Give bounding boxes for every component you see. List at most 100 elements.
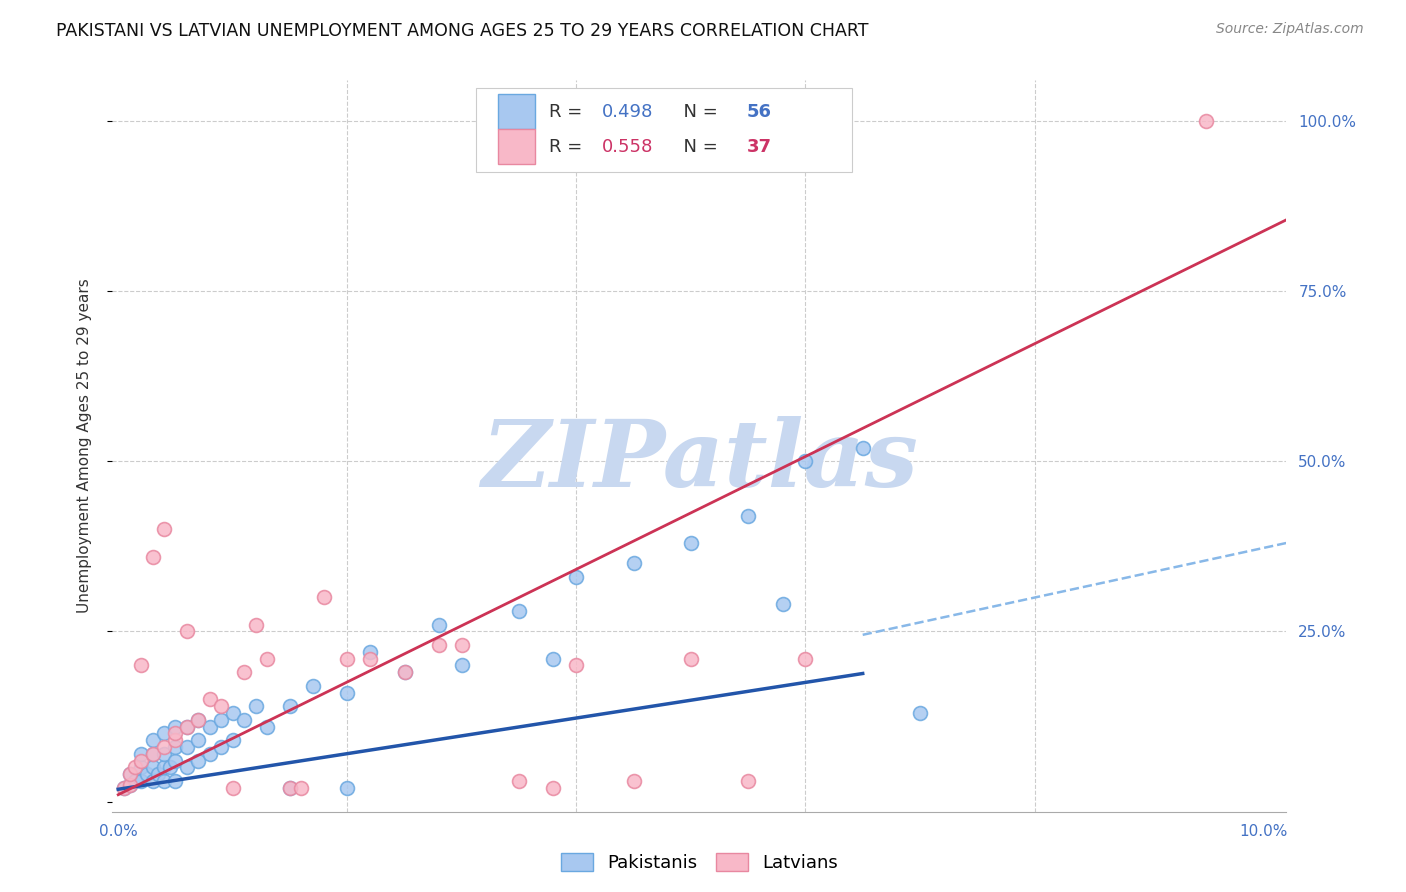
Point xyxy=(153,747,176,761)
Point xyxy=(165,740,187,755)
Point xyxy=(118,767,141,781)
Text: 0.558: 0.558 xyxy=(602,138,654,156)
Point xyxy=(278,780,301,795)
Point xyxy=(336,686,359,700)
Point xyxy=(290,780,312,795)
Point xyxy=(508,604,530,618)
Point xyxy=(209,713,232,727)
Point xyxy=(256,720,278,734)
Point xyxy=(142,774,165,789)
Point xyxy=(314,591,336,605)
Point xyxy=(508,774,530,789)
Point xyxy=(394,665,416,680)
Point xyxy=(233,713,256,727)
Point xyxy=(129,747,152,761)
Point xyxy=(427,617,450,632)
Point xyxy=(165,720,187,734)
FancyBboxPatch shape xyxy=(477,87,852,171)
Point xyxy=(129,658,152,673)
Point xyxy=(198,747,221,761)
Point xyxy=(772,597,794,611)
Point xyxy=(543,651,565,665)
Point xyxy=(176,760,198,774)
Point xyxy=(245,699,267,714)
Point xyxy=(142,733,165,747)
Point xyxy=(209,740,232,755)
Point xyxy=(112,780,135,795)
Point xyxy=(222,733,245,747)
Text: R =: R = xyxy=(550,138,588,156)
Point xyxy=(794,651,817,665)
Point xyxy=(543,780,565,795)
Point xyxy=(278,699,301,714)
Text: PAKISTANI VS LATVIAN UNEMPLOYMENT AMONG AGES 25 TO 29 YEARS CORRELATION CHART: PAKISTANI VS LATVIAN UNEMPLOYMENT AMONG … xyxy=(56,22,869,40)
Text: N =: N = xyxy=(672,138,724,156)
Point xyxy=(233,665,256,680)
Point xyxy=(129,760,152,774)
Point xyxy=(394,665,416,680)
Point xyxy=(623,774,645,789)
Point xyxy=(187,754,209,768)
Point xyxy=(142,747,165,761)
Point xyxy=(118,767,141,781)
Point xyxy=(852,441,875,455)
Point xyxy=(565,570,588,584)
Point xyxy=(124,760,146,774)
Point xyxy=(336,651,359,665)
Point xyxy=(737,508,759,523)
Point xyxy=(165,733,187,747)
Point xyxy=(153,760,176,774)
Point xyxy=(129,754,152,768)
Point xyxy=(176,720,198,734)
Point xyxy=(222,780,245,795)
Point xyxy=(165,754,187,768)
Point xyxy=(153,726,176,740)
Point xyxy=(112,780,135,795)
Text: 56: 56 xyxy=(747,103,772,120)
Point xyxy=(187,733,209,747)
Point xyxy=(187,713,209,727)
Point xyxy=(222,706,245,720)
Point xyxy=(359,645,381,659)
Point xyxy=(118,777,141,791)
Point xyxy=(679,651,702,665)
Text: 37: 37 xyxy=(747,138,772,156)
Point xyxy=(176,624,198,639)
Point xyxy=(129,774,152,789)
Point xyxy=(118,777,141,791)
Point xyxy=(153,522,176,536)
FancyBboxPatch shape xyxy=(498,129,536,164)
Point xyxy=(427,638,450,652)
FancyBboxPatch shape xyxy=(498,95,536,129)
Point xyxy=(209,699,232,714)
Text: Source: ZipAtlas.com: Source: ZipAtlas.com xyxy=(1216,22,1364,37)
Point xyxy=(737,774,759,789)
Point xyxy=(623,557,645,571)
Point xyxy=(153,740,176,755)
Point xyxy=(359,651,381,665)
Point xyxy=(176,740,198,755)
Point xyxy=(198,720,221,734)
Point xyxy=(336,780,359,795)
Point xyxy=(450,658,472,673)
Point xyxy=(153,774,176,789)
Point xyxy=(256,651,278,665)
Point xyxy=(450,638,472,652)
Text: R =: R = xyxy=(550,103,588,120)
Point xyxy=(794,454,817,468)
Point xyxy=(302,679,325,693)
Point xyxy=(159,760,181,774)
Point xyxy=(679,536,702,550)
Text: 0.498: 0.498 xyxy=(602,103,654,120)
Point xyxy=(198,692,221,706)
Point xyxy=(908,706,931,720)
Text: ZIPatlas: ZIPatlas xyxy=(481,416,918,506)
Point xyxy=(124,774,146,789)
Y-axis label: Unemployment Among Ages 25 to 29 years: Unemployment Among Ages 25 to 29 years xyxy=(77,278,91,614)
Text: N =: N = xyxy=(672,103,724,120)
Point xyxy=(148,767,170,781)
Point xyxy=(142,760,165,774)
Legend: Pakistanis, Latvians: Pakistanis, Latvians xyxy=(554,847,845,880)
Point xyxy=(142,549,165,564)
Point xyxy=(142,747,165,761)
